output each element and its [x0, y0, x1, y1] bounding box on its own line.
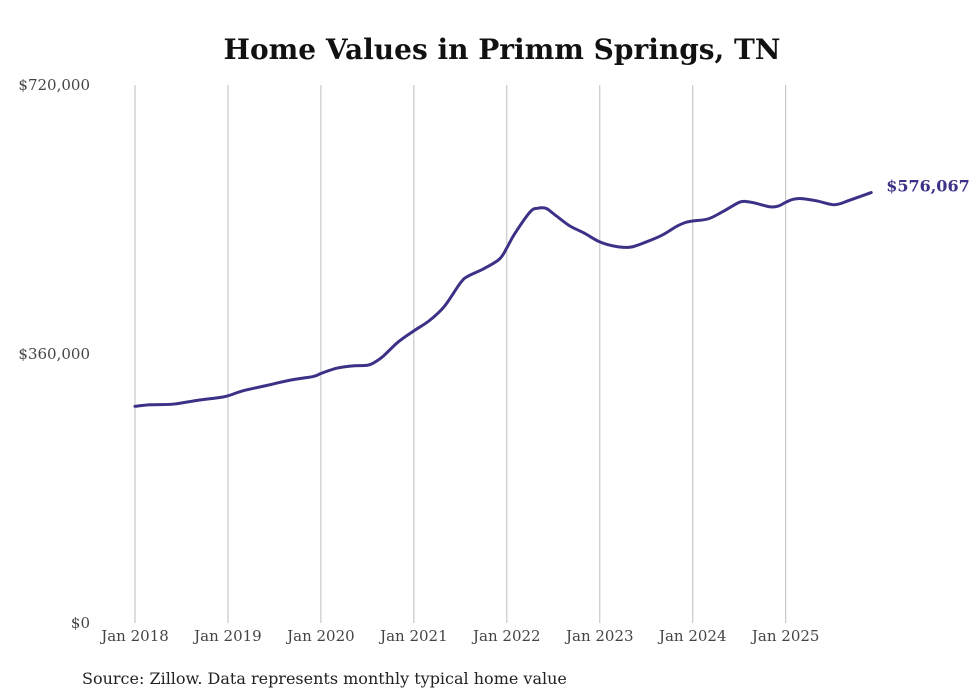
x-tick-label: Jan 2023 — [564, 627, 634, 645]
y-tick-label: $720,000 — [18, 76, 90, 94]
x-tick-label: Jan 2024 — [657, 627, 727, 645]
y-tick-label: $0 — [71, 614, 90, 632]
chart-title: Home Values in Primm Springs, TN — [224, 33, 781, 66]
x-tick-label: Jan 2022 — [471, 627, 541, 645]
y-tick-label: $360,000 — [18, 345, 90, 363]
series — [133, 191, 873, 408]
x-tick-label: Jan 2025 — [750, 627, 820, 645]
x-axis-ticks: Jan 2018 Jan 2019 Jan 2020 Jan 2021 Jan 2022… — [99, 627, 819, 645]
y-axis-ticks: $0 $360,000 $720,000 — [18, 76, 90, 632]
x-tick-label: Jan 2020 — [285, 627, 355, 645]
x-tick-label: Jan 2018 — [99, 627, 169, 645]
series-line-0 — [133, 191, 873, 408]
end-labels: $576,067 — [886, 177, 970, 196]
chart-source-note: Source: Zillow. Data represents monthly … — [82, 669, 567, 688]
series-end-value-label: $576,067 — [886, 177, 970, 196]
x-tick-label: Jan 2019 — [192, 627, 262, 645]
x-tick-label: Jan 2021 — [378, 627, 448, 645]
gridlines — [134, 85, 787, 623]
